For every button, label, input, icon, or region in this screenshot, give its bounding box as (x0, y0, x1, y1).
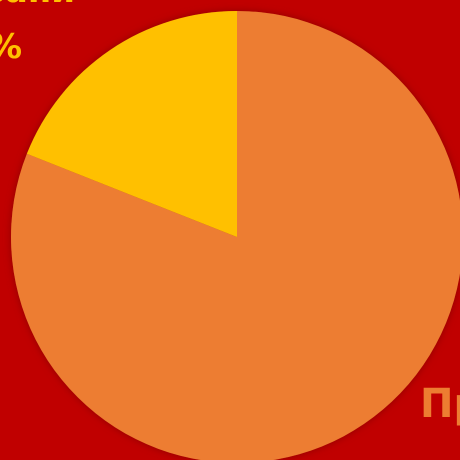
pie-slices (11, 11, 460, 460)
pie-slice-0 (11, 11, 460, 460)
slice-label-top-percent: % (0, 30, 22, 64)
slice-label-top: овани (0, 0, 75, 8)
pie-slice-1 (26, 11, 237, 237)
slice-label-bottom: Пр (420, 381, 460, 427)
